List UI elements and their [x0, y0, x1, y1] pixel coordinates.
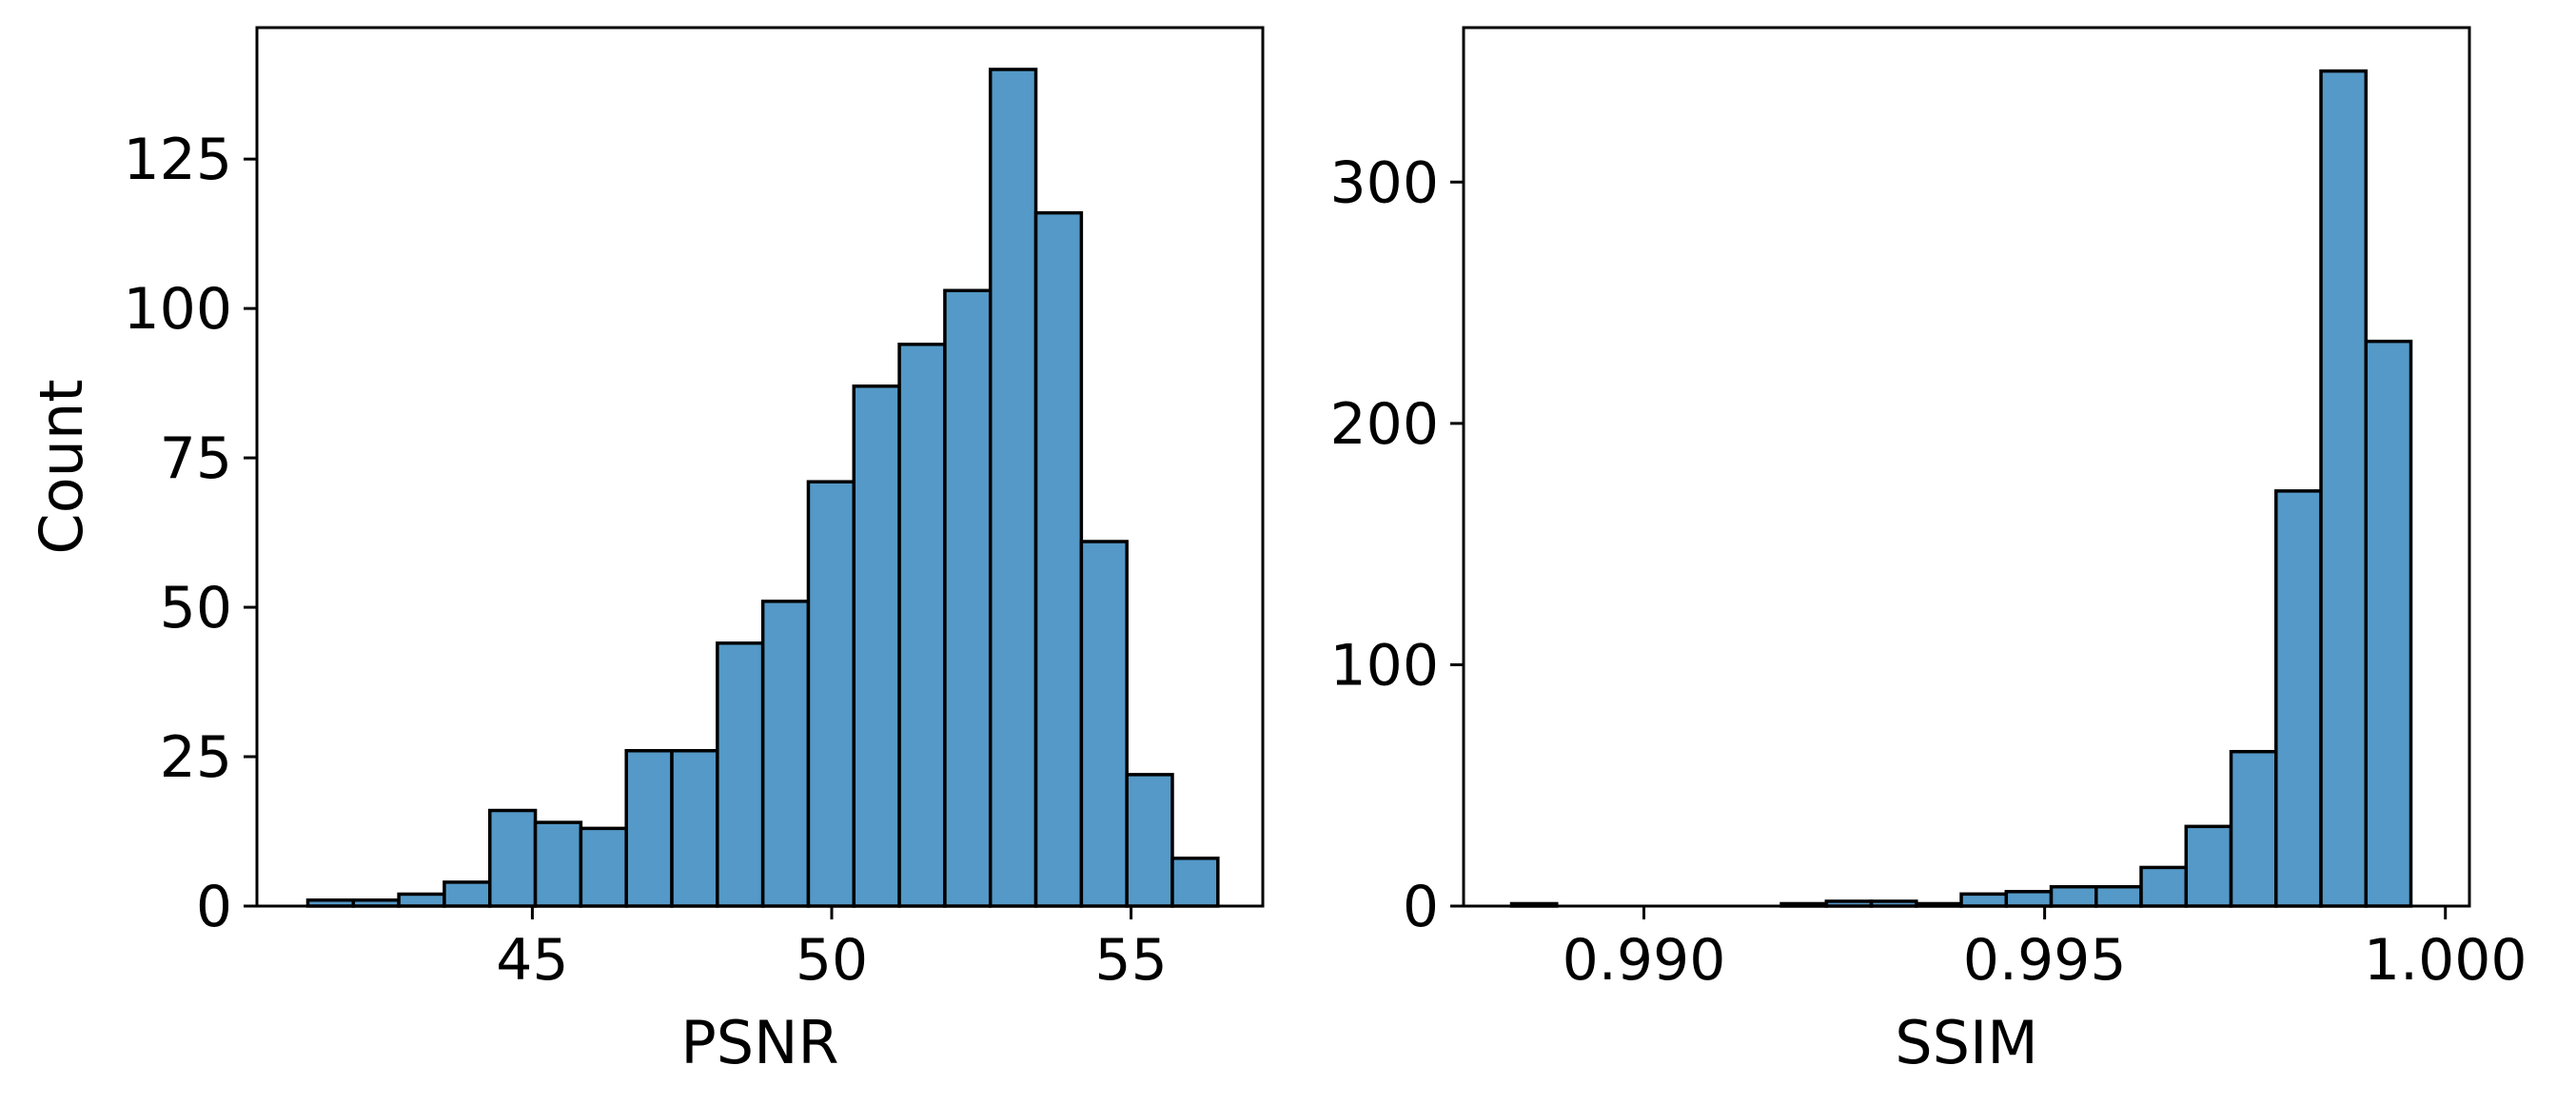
psnr-x-tick-label: 50 — [796, 927, 868, 994]
psnr-bar-6 — [579, 826, 628, 908]
psnr-y-axis-label: Count — [27, 379, 96, 554]
psnr-bar-5 — [533, 820, 583, 908]
psnr-axes-frame — [255, 26, 1265, 908]
ssim-bar-17 — [2274, 489, 2323, 908]
ssim-bar-11 — [2004, 890, 2054, 908]
ssim-bar-10 — [1959, 892, 2009, 908]
ssim-y-tick-label: 300 — [1329, 149, 1439, 216]
psnr-bar-15 — [988, 68, 1038, 908]
psnr-x-axis-label: PSNR — [680, 1008, 838, 1077]
psnr-bar-2 — [397, 892, 446, 908]
ssim-bar-19 — [2364, 339, 2413, 908]
psnr-bar-14 — [943, 288, 993, 908]
psnr-y-tick-label: 0 — [196, 874, 232, 940]
psnr-bar-9 — [716, 641, 765, 908]
psnr-bar-8 — [670, 748, 719, 908]
psnr-x-tick-label: 45 — [496, 927, 568, 994]
psnr-bar-4 — [487, 808, 538, 908]
psnr-histogram: 45 50 55 0 25 50 75 100 125 PSNR Count — [27, 26, 1265, 1077]
ssim-y-tick-label: 0 — [1403, 874, 1439, 940]
ssim-x-tick-label: 1.000 — [2364, 927, 2527, 994]
ssim-bar-13 — [2094, 884, 2143, 908]
ssim-x-tick-label: 0.990 — [1563, 927, 1726, 994]
ssim-y-tick-label: 200 — [1329, 391, 1439, 458]
ssim-histogram: 0.990 0.995 1.000 0 100 200 300 SSIM — [1329, 26, 2527, 1077]
psnr-bar-10 — [760, 600, 811, 908]
psnr-bar-12 — [852, 384, 901, 908]
psnr-bar-11 — [806, 480, 856, 908]
ssim-bar-18 — [2319, 69, 2369, 908]
psnr-bar-16 — [1033, 210, 1084, 908]
psnr-y-tick-label: 75 — [160, 425, 232, 492]
psnr-y-tick-label: 125 — [123, 127, 232, 193]
psnr-y-tick-label: 25 — [160, 724, 232, 791]
ssim-y-tick-label: 100 — [1329, 632, 1439, 699]
psnr-y-tick-label: 50 — [160, 575, 232, 641]
psnr-bar-18 — [1125, 773, 1174, 908]
ssim-bar-12 — [2049, 884, 2098, 908]
psnr-bar-3 — [442, 880, 492, 908]
psnr-bar-7 — [624, 748, 674, 908]
ssim-bar-15 — [2184, 824, 2233, 908]
ssim-bar-16 — [2229, 749, 2278, 908]
psnr-bar-13 — [897, 343, 947, 908]
psnr-bar-17 — [1079, 540, 1129, 908]
psnr-y-tick-label: 100 — [123, 276, 232, 343]
psnr-x-tick-label: 55 — [1094, 927, 1167, 994]
ssim-x-tick-label: 0.995 — [1963, 927, 2127, 994]
psnr-bar-19 — [1170, 857, 1220, 908]
ssim-bar-14 — [2139, 865, 2189, 908]
ssim-axes-frame — [1462, 26, 2471, 908]
ssim-x-axis-label: SSIM — [1895, 1008, 2038, 1077]
